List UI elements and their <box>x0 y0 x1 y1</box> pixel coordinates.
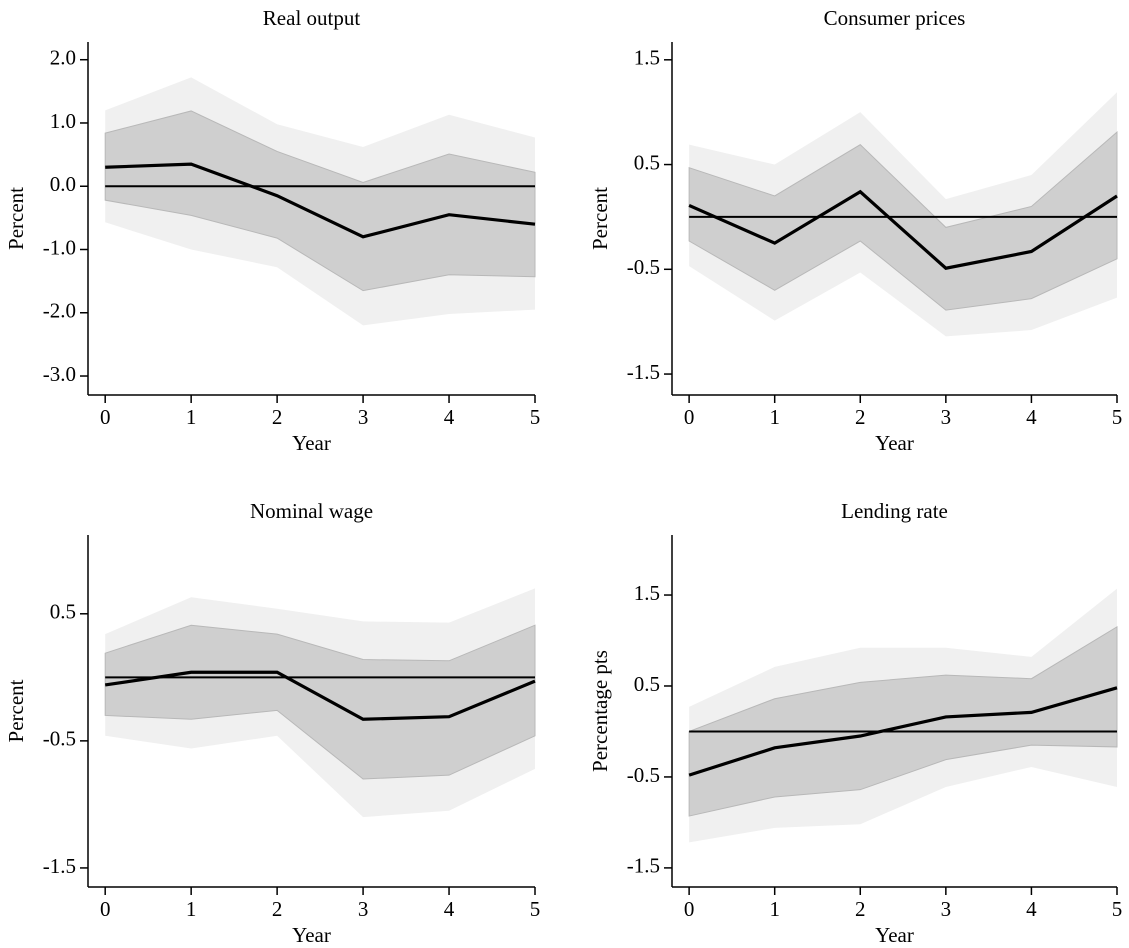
y-axis-label: Percentage pts <box>588 650 612 772</box>
y-tick-label: -3.0 <box>43 362 76 386</box>
x-tick-label: 0 <box>684 897 695 921</box>
y-tick-label: 0.0 <box>50 172 76 196</box>
y-tick-label: -2.0 <box>43 299 76 323</box>
y-tick-label: 0.5 <box>634 672 660 696</box>
y-tick-label: -1.5 <box>627 360 660 384</box>
y-tick-label: -0.5 <box>627 763 660 787</box>
confidence-band <box>104 624 536 780</box>
y-tick-label: -0.5 <box>43 727 76 751</box>
x-tick-label: 4 <box>444 897 455 921</box>
x-tick-label: 3 <box>358 405 369 429</box>
x-tick-label: 3 <box>358 897 369 921</box>
y-tick-label: -1.0 <box>43 235 76 259</box>
x-tick-label: 0 <box>100 405 111 429</box>
x-tick-label: 2 <box>272 405 283 429</box>
y-tick-label: 1.5 <box>634 581 660 605</box>
x-tick-label: 3 <box>941 897 952 921</box>
y-axis-label: Percent <box>588 187 612 250</box>
x-tick-label: 1 <box>769 405 780 429</box>
panel-title: Real output <box>263 6 361 30</box>
impulse-response <box>688 686 1118 777</box>
x-tick-label: 3 <box>941 405 952 429</box>
y-tick-label: 0.5 <box>634 150 660 174</box>
y-axis-label: Percent <box>4 679 28 742</box>
x-axis-label: Year <box>292 431 331 455</box>
x-tick-label: 5 <box>530 897 541 921</box>
y-tick-label: 1.5 <box>634 46 660 70</box>
y-tick-label: 0.5 <box>50 600 76 624</box>
x-axis-label: Year <box>292 923 331 947</box>
x-tick-label: 1 <box>769 897 780 921</box>
x-tick-label: 5 <box>1112 405 1123 429</box>
impulse-response <box>688 189 1118 270</box>
y-tick-label: -1.5 <box>627 854 660 878</box>
x-tick-label: 5 <box>530 405 541 429</box>
impulse-response <box>104 670 536 721</box>
x-tick-label: 0 <box>684 405 695 429</box>
panel-title: Lending rate <box>841 499 948 523</box>
x-tick-label: 2 <box>272 897 283 921</box>
x-tick-label: 4 <box>444 405 455 429</box>
x-tick-label: 1 <box>186 405 197 429</box>
x-tick-label: 2 <box>855 405 866 429</box>
x-axis-label: Year <box>875 431 914 455</box>
x-tick-label: 4 <box>1026 405 1037 429</box>
confidence-band <box>688 625 1118 817</box>
x-tick-label: 4 <box>1026 897 1037 921</box>
impulse-response <box>105 162 536 239</box>
x-tick-label: 1 <box>186 897 197 921</box>
panel-title: Nominal wage <box>250 499 373 523</box>
y-tick-label: -0.5 <box>627 255 660 279</box>
y-axis-label: Percent <box>4 187 28 250</box>
panel-title: Consumer prices <box>824 6 966 30</box>
confidence-band <box>104 110 536 292</box>
x-tick-label: 0 <box>100 897 111 921</box>
y-tick-label: 2.0 <box>50 46 76 70</box>
x-tick-label: 2 <box>855 897 866 921</box>
x-tick-label: 5 <box>1112 897 1123 921</box>
confidence-band <box>688 130 1118 311</box>
y-tick-label: 1.0 <box>50 109 76 133</box>
x-axis-label: Year <box>875 923 914 947</box>
y-tick-label: -1.5 <box>43 854 76 878</box>
